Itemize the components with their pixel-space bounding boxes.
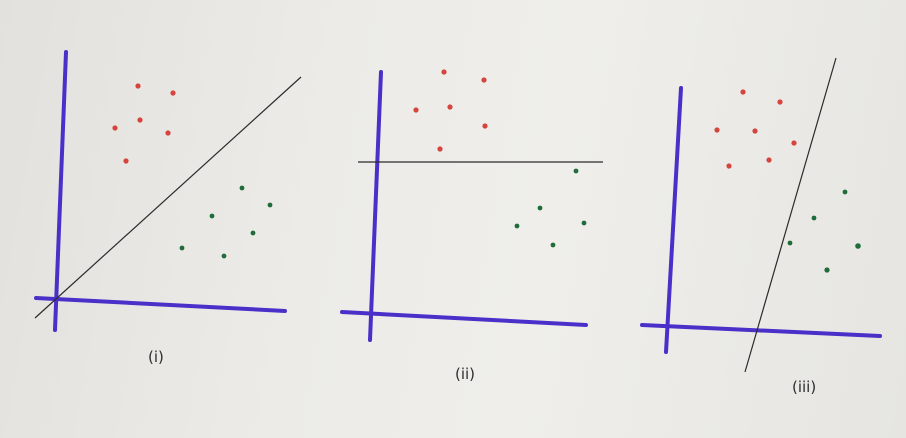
panel-i-green-point (250, 230, 256, 236)
panel-i: (i) (34, 50, 302, 366)
panel-iii-green-point (811, 215, 817, 221)
panel-ii: (ii) (340, 69, 603, 383)
panel-ii-red-points (413, 69, 488, 152)
panel-iii-red-point (791, 140, 797, 146)
panel-i-green-point (209, 213, 215, 219)
panel-i-green-point (179, 245, 185, 251)
panel-iii-green-point (842, 189, 848, 195)
panel-ii-red-point (441, 69, 447, 75)
panel-iii-green-point (824, 267, 830, 273)
panel-ii-red-point (482, 123, 488, 129)
panel-iii-red-point (714, 127, 720, 133)
panel-i-red-point (123, 158, 129, 164)
panel-iii: (iii) (640, 57, 882, 396)
panel-ii-x-axis (340, 310, 588, 327)
panel-ii-green-point (573, 168, 579, 174)
panel-i-label: (i) (148, 348, 164, 366)
panel-iii-red-point (777, 99, 783, 105)
panel-i-green-point (221, 253, 227, 259)
panel-i-green-point (239, 185, 245, 191)
panel-iii-red-point (740, 89, 746, 95)
panel-i-red-point (137, 117, 143, 123)
panel-iii-x-axis (640, 323, 882, 338)
panel-ii-red-point (413, 107, 419, 113)
panel-i-red-point (135, 83, 141, 89)
panel-iii-red-point (766, 157, 772, 163)
panel-i-green-points (179, 185, 273, 259)
panel-ii-label: (ii) (455, 365, 475, 383)
panel-iii-y-axis (664, 86, 683, 354)
panel-ii-red-point (437, 146, 443, 152)
panel-i-red-point (170, 90, 176, 96)
panel-i-x-axis (34, 296, 287, 313)
panel-ii-green-point (514, 223, 520, 229)
panel-ii-red-point (447, 104, 453, 110)
panel-ii-green-point (581, 220, 587, 226)
panel-ii-y-axis (368, 70, 383, 342)
panel-i-red-point (112, 125, 118, 131)
panel-i-y-axis (53, 50, 68, 332)
panel-iii-red-points (714, 89, 797, 169)
panel-iii-green-point (855, 243, 861, 249)
panel-iii-green-points (787, 189, 861, 273)
panel-i-red-point (165, 130, 171, 136)
panel-i-green-point (267, 202, 273, 208)
panel-iii-separator-line (744, 57, 837, 373)
panel-iii-green-point (787, 240, 793, 246)
panel-ii-green-point (550, 242, 556, 248)
panel-iii-red-point (726, 163, 732, 169)
panel-iii-red-point (752, 128, 758, 134)
panel-ii-green-point (537, 205, 543, 211)
panel-ii-red-point (481, 77, 487, 83)
panel-i-red-points (112, 83, 176, 164)
panel-iii-label: (iii) (792, 378, 816, 396)
panel-i-separator-line (34, 76, 302, 319)
panel-ii-green-points (514, 168, 587, 248)
